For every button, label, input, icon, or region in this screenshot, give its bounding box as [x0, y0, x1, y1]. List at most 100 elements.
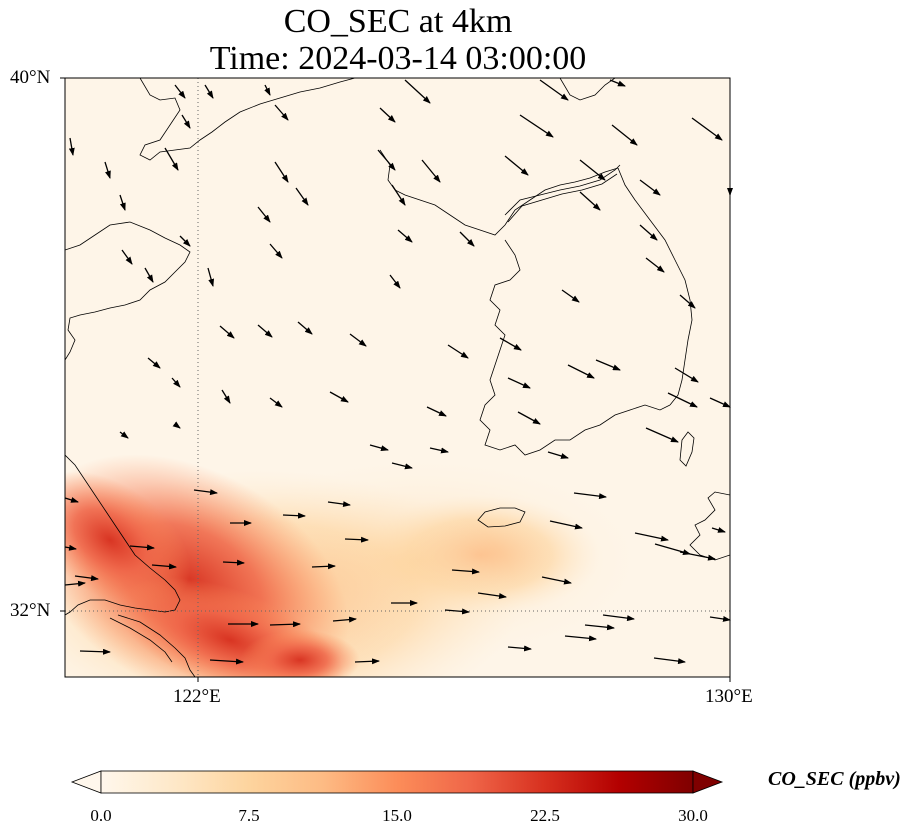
wind-arrow: [119, 194, 126, 211]
wind-arrow: [257, 324, 273, 338]
colorbar: [70, 770, 724, 794]
jeju-island: [477, 507, 526, 528]
wind-arrow: [369, 444, 389, 452]
wind-arrow: [181, 114, 191, 129]
wind-arrow: [609, 79, 626, 87]
wind-arrow: [691, 117, 723, 141]
border-line: [504, 164, 621, 216]
tsushima-island: [679, 431, 695, 467]
wind-arrow: [147, 357, 161, 369]
wind-arrow: [377, 149, 396, 171]
wind-arrow: [264, 84, 271, 96]
wind-arrow: [151, 563, 177, 570]
colorbar-tick-label: 0.0: [90, 806, 112, 825]
wind-arrow: [547, 451, 569, 459]
map-title: CO_SEC at 4km: [283, 3, 513, 40]
wind-arrow: [517, 411, 541, 425]
concentration-field: [65, 450, 660, 677]
map-frame: [64, 77, 731, 678]
wind-arrow: [595, 359, 621, 371]
wind-arrow: [354, 658, 380, 665]
wind-arrow: [104, 161, 111, 179]
gridlines: [65, 78, 730, 677]
wind-arrow: [121, 249, 133, 265]
wind-arrow: [639, 179, 661, 196]
wind-arrow: [119, 431, 129, 439]
wind-arrow: [611, 124, 638, 146]
wind-arrow: [602, 614, 635, 622]
colorbar-tick-label: 15.0: [382, 806, 412, 825]
wind-arrow: [221, 389, 231, 404]
wind-arrow: [193, 489, 218, 496]
wind-arrow: [507, 377, 531, 389]
wind-arrow: [172, 421, 181, 429]
wind-arrow: [68, 137, 75, 156]
lon-tick-label-130: 130°E: [705, 686, 753, 707]
wind-arrow: [645, 427, 679, 443]
colorbar-extend-max: [692, 770, 724, 794]
wind-arrow: [499, 337, 522, 351]
wind-arrow: [639, 224, 658, 241]
colorbar-label: CO_SEC (ppbv): [768, 768, 901, 790]
wind-arrow: [507, 645, 532, 652]
wind-arrow: [295, 187, 309, 206]
wind-arrow: [421, 159, 441, 183]
korea-bay-coast: [379, 149, 619, 236]
wind-arrow: [209, 658, 244, 665]
lon-tick-label-122: 122°E: [173, 686, 221, 707]
wind-arrow: [567, 364, 595, 379]
wind-arrow: [679, 294, 696, 309]
wind-arrow: [269, 397, 283, 408]
wind-arrow: [477, 592, 507, 599]
colorbar-tick-label: 7.5: [238, 806, 260, 825]
wind-arrow: [539, 79, 569, 101]
wind-arrow: [282, 512, 306, 519]
wind-arrow: [269, 621, 301, 628]
wind-arrow: [584, 624, 615, 631]
east-china-coast: [65, 454, 181, 616]
wind-arrow: [541, 576, 572, 585]
colorbar-body: [100, 770, 694, 794]
wind-arrow: [349, 333, 367, 347]
wind-arrow: [391, 184, 406, 206]
lat-tick-label-40: 40°N: [10, 67, 51, 88]
wind-arrow: [329, 391, 349, 403]
wind-arrow: [711, 527, 726, 533]
wind-arrow: [379, 107, 396, 123]
colorbar-tick-label: 30.0: [678, 806, 708, 825]
wind-arrow: [653, 657, 686, 665]
wind-arrow: [391, 462, 413, 470]
colorbar-tick-label: 22.5: [530, 806, 560, 825]
wind-arrow: [667, 392, 698, 408]
wind-arrow: [327, 501, 351, 508]
wind-arrow: [64, 544, 77, 551]
axis-ticks: [60, 77, 731, 682]
lat-tick-label-32: 32°N: [10, 600, 51, 621]
wind-arrow: [549, 520, 583, 530]
wind-arrow: [404, 79, 431, 104]
wind-arrow: [207, 267, 215, 287]
wind-arrow: [679, 551, 716, 561]
wind-arrow: [129, 544, 155, 551]
yangtze-estuary: [117, 614, 196, 677]
wind-arrow: [79, 648, 111, 655]
wind-arrow: [222, 559, 245, 566]
wind-arrow: [64, 580, 86, 587]
wind-arrow: [451, 568, 480, 575]
wind-arrow: [579, 159, 606, 181]
wind-arrow: [219, 325, 235, 339]
wind-arrow: [579, 191, 601, 211]
coastlines: [65, 78, 730, 677]
wind-arrow: [459, 231, 475, 247]
wind-arrow: [573, 492, 607, 500]
wind-arrow: [447, 344, 469, 359]
wind-arrow: [311, 563, 336, 570]
wind-arrow: [634, 532, 669, 542]
wind-arrow: [179, 235, 191, 247]
wind-arrow: [444, 608, 470, 615]
wind-arrow: [269, 243, 283, 259]
wind-arrow: [519, 114, 554, 138]
korea-west-coast: [479, 239, 671, 456]
wind-arrow: [171, 377, 181, 388]
